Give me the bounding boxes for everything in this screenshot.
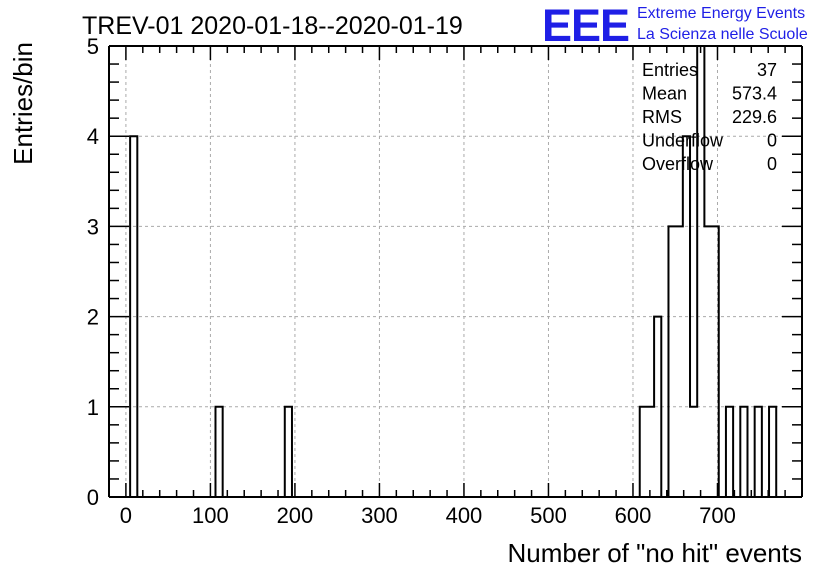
x-axis-label: Number of "no hit" events — [508, 538, 803, 568]
stats-label-entries: Entries — [642, 60, 698, 80]
stats-label-rms: RMS — [642, 107, 682, 127]
chart-title: TREV-01 2020-01-18--2020-01-19 — [82, 12, 463, 40]
x-tick-label: 200 — [277, 503, 314, 528]
x-tick-label: 500 — [530, 503, 567, 528]
x-tick-label: 0 — [120, 503, 132, 528]
x-tick-label: 600 — [615, 503, 652, 528]
y-tick-label: 5 — [87, 34, 99, 59]
stats-value-mean: 573.4 — [732, 84, 777, 104]
eee-logo-line2: La Scienza nelle Scuole — [637, 26, 808, 43]
y-axis-ticks: 0 1 2 3 4 5 — [87, 34, 802, 510]
y-tick-label: 2 — [87, 305, 99, 330]
x-axis-ticks: 0 100 200 300 400 500 600 700 — [108, 46, 803, 528]
eee-logo-line1: Extreme Energy Events — [637, 5, 805, 22]
stats-value-underflow: 0 — [767, 131, 777, 151]
stats-label-overflow: Overflow — [642, 154, 714, 174]
y-tick-label: 3 — [87, 214, 99, 239]
x-tick-label: 400 — [446, 503, 483, 528]
stats-label-underflow: Underflow — [642, 131, 724, 151]
stats-value-entries: 37 — [757, 60, 777, 80]
y-axis-label: Entries/bin — [8, 42, 38, 165]
y-tick-label: 0 — [87, 485, 99, 510]
eee-logo: EEE Extreme Energy Events La Scienza nel… — [542, 0, 808, 51]
histogram-outline — [129, 45, 778, 498]
x-tick-label: 700 — [699, 503, 736, 528]
x-tick-label: 300 — [361, 503, 398, 528]
y-tick-label: 1 — [87, 395, 99, 420]
stats-value-overflow: 0 — [767, 154, 777, 174]
y-tick-label: 4 — [87, 124, 99, 149]
stats-box: Entries 37 Mean 573.4 RMS 229.6 Underflow 0 Over… — [642, 60, 777, 174]
stats-value-rms: 229.6 — [732, 107, 777, 127]
axes-frame — [108, 45, 803, 498]
x-tick-label: 100 — [192, 503, 229, 528]
eee-logo-text: EEE — [542, 0, 629, 51]
stats-label-mean: Mean — [642, 84, 687, 104]
